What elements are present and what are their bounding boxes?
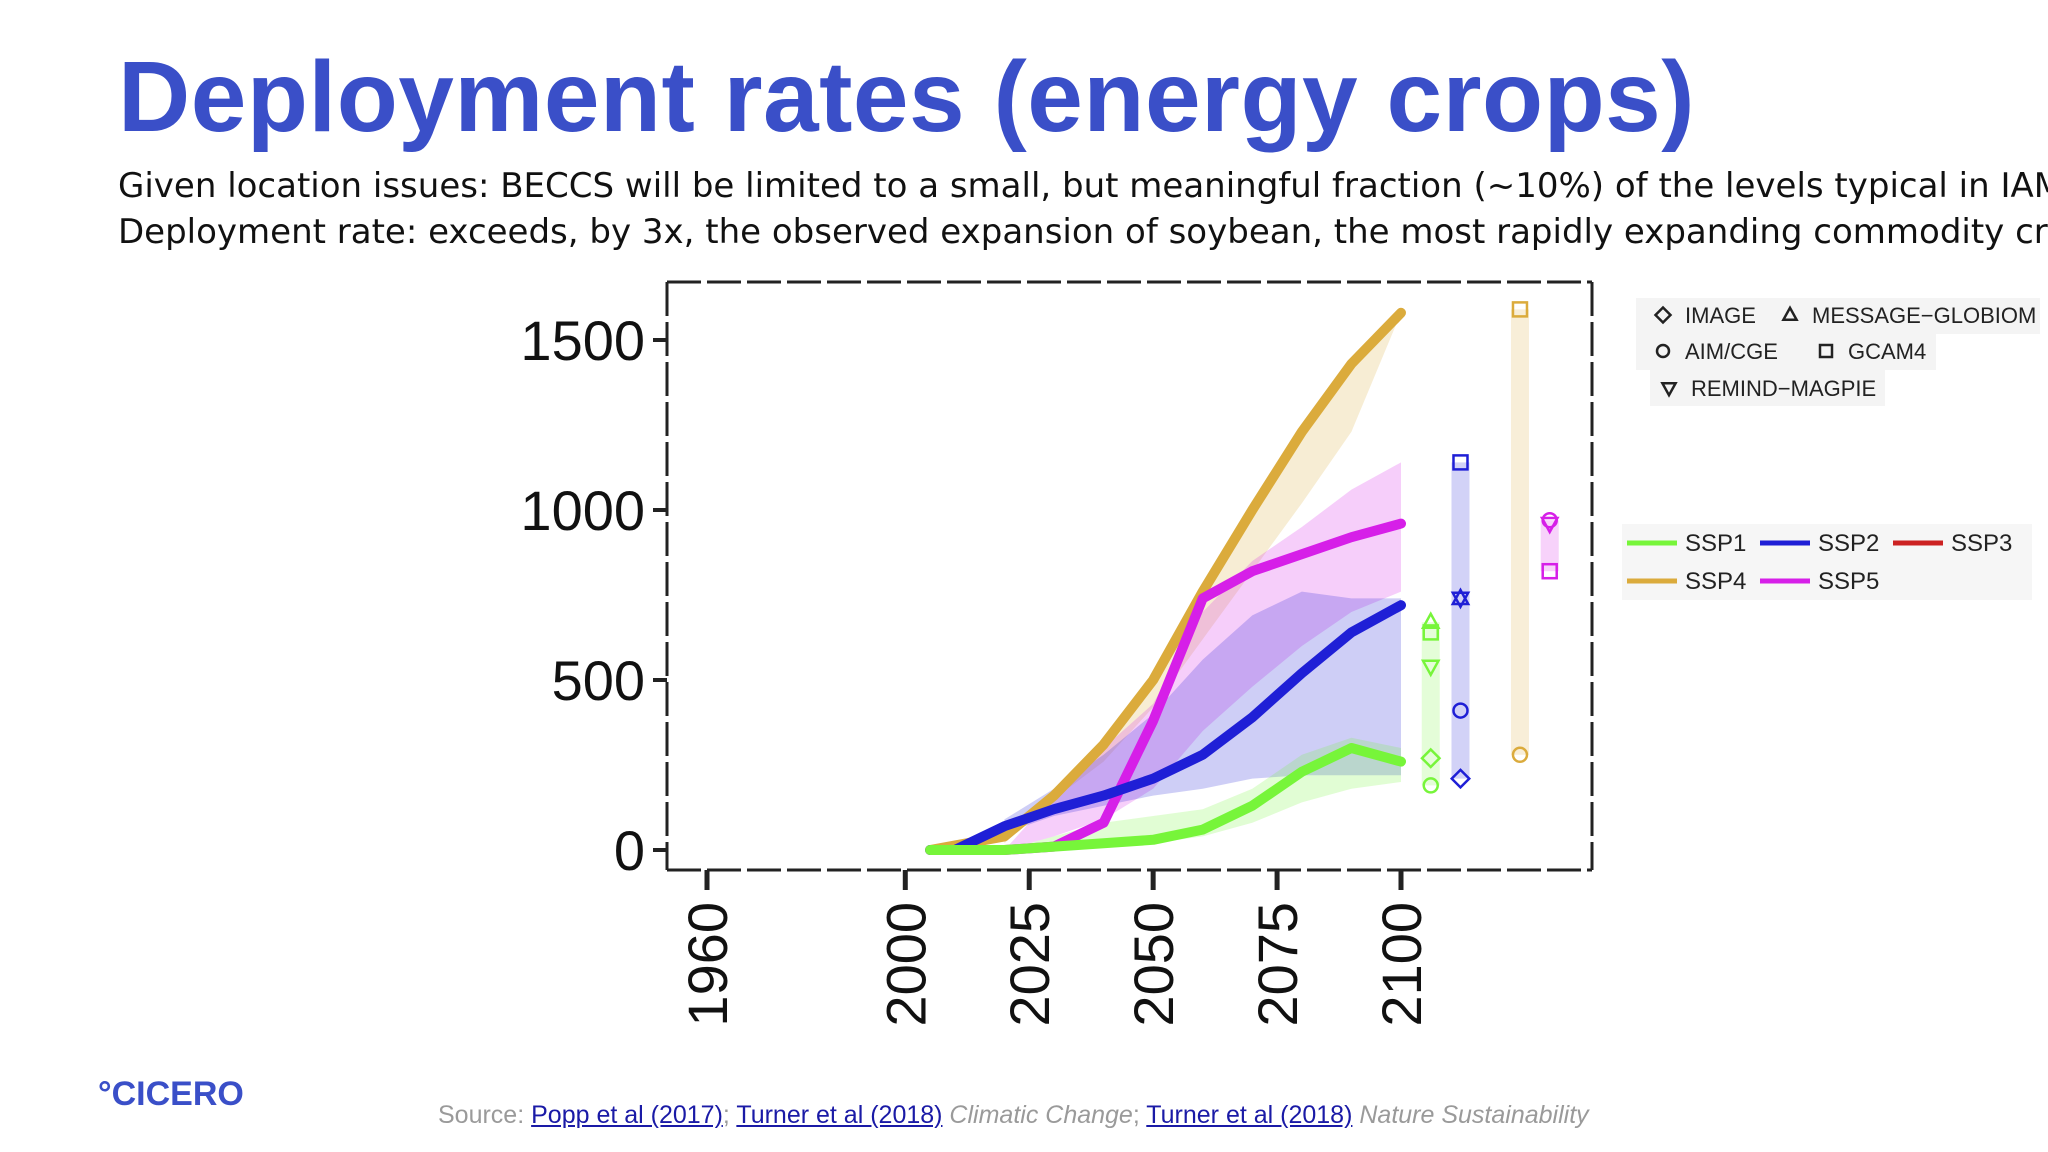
legend-symbol-triangle-down <box>1660 381 1678 398</box>
legend-model-label-circle: AIM/CGE <box>1685 339 1778 364</box>
marker-ssp1-message-globiom <box>1420 611 1441 630</box>
legend-symbol-diamond <box>1653 305 1673 325</box>
y-tick-label-0: 0 <box>614 819 645 882</box>
legend-models-bg-1 <box>1636 298 2040 334</box>
source-sep-2: ; <box>1132 1101 1147 1129</box>
x-tick-label-2100: 2100 <box>1370 902 1433 1027</box>
uncertainty-bands <box>1004 312 1401 850</box>
x-tick-label-2000: 2000 <box>874 902 937 1027</box>
marker-ssp2-remind-magpie <box>1450 591 1471 610</box>
range-2100-ssp4 <box>1510 309 1529 755</box>
legend-symbol-square <box>1818 343 1834 359</box>
line-ssp2 <box>925 600 1406 855</box>
legend-model-label-square: GCAM4 <box>1848 339 1926 364</box>
marker-ssp4-aim-cge <box>1511 746 1529 764</box>
cicero-logo: °CICERO <box>98 1075 244 1113</box>
marker-ssp2-aim-cge <box>1452 702 1469 719</box>
marker-ssp4-gcam4 <box>1511 301 1529 318</box>
band-ssp4 <box>1004 312 1401 844</box>
legend-ssp-label-ssp5: SSP5 <box>1818 568 1879 595</box>
marker-ssp5-gcam4 <box>1541 562 1558 580</box>
legend-model-label-triangle-up: MESSAGE−GLOBIOM <box>1812 303 2036 328</box>
marker-ssp1-image <box>1420 747 1442 769</box>
legend-ssp-bg <box>1622 524 2032 600</box>
range-2100-ssp1 <box>1421 622 1440 786</box>
legend-ssp-label-ssp3: SSP3 <box>1951 530 2012 557</box>
legend-ssp-label-ssp1: SSP1 <box>1685 530 1746 557</box>
legend-model-label-triangle-down: REMIND−MAGPIE <box>1691 376 1876 401</box>
model-markers <box>1420 301 1560 794</box>
band-ssp1 <box>1004 737 1401 850</box>
source-sep-1: ; <box>722 1101 737 1129</box>
legend-ssp-label-ssp4: SSP4 <box>1685 568 1746 595</box>
x-tick-label-2050: 2050 <box>1122 902 1185 1027</box>
chart-axes: 0 500 1000 1500 1960 2000 2025 2050 2075 2100 <box>520 280 1594 1027</box>
range-2100-ssp2 <box>1451 462 1470 779</box>
chart-legend: IMAGE MESSAGE−GLOBIOM AIM/CGE GCAM4 REMIND−M… <box>1622 298 2040 600</box>
x-tick-label-2025: 2025 <box>998 902 1061 1027</box>
x-tick-label-2075: 2075 <box>1246 902 1309 1027</box>
source-line: Source: Popp et al (2017); Turner et al … <box>438 1101 1589 1130</box>
marker-ssp2-message-globiom <box>1450 587 1471 606</box>
marker-ssp5-aim-cge <box>1541 511 1558 529</box>
subtitle-location: Given location issues: BECCS will be lim… <box>118 166 2048 206</box>
y-tick-label-1000: 1000 <box>520 479 645 542</box>
y-tick-label-1500: 1500 <box>520 309 645 372</box>
legend-models-bg-2 <box>1636 334 1936 370</box>
range-2100-ssp5 <box>1540 520 1559 572</box>
subtitle-deployment: Deployment rate: exceeds, by 3x, the obs… <box>118 212 2048 252</box>
source-prefix: Source: <box>438 1101 532 1129</box>
x-tick-label-1960: 1960 <box>676 902 739 1027</box>
turner-2018-link-1[interactable]: Turner et al (2018) <box>736 1101 943 1129</box>
legend-symbol-triangle-up <box>1781 305 1799 322</box>
marker-ssp1-gcam4 <box>1422 624 1439 641</box>
legend-symbol-circle <box>1655 343 1671 359</box>
journal-nature-sustainability: Nature Sustainability <box>1352 1101 1589 1129</box>
y-tick-label-500: 500 <box>552 649 645 712</box>
series-lines <box>925 307 1406 855</box>
marker-ssp1-remind-magpie <box>1420 659 1441 678</box>
popp-2017-link[interactable]: Popp et al (2017) <box>531 1101 723 1129</box>
slide-title: Deployment rates (energy crops) <box>118 41 1696 153</box>
journal-climatic-change: Climatic Change <box>942 1101 1133 1129</box>
marker-ssp2-image <box>1449 768 1472 790</box>
line-ssp1 <box>925 743 1406 855</box>
marker-ssp1-aim-cge <box>1422 777 1439 794</box>
turner-2018-link-2[interactable]: Turner et al (2018) <box>1146 1101 1353 1129</box>
marker-ssp2-gcam4 <box>1452 454 1469 471</box>
legend-models-bg-3 <box>1650 370 1885 406</box>
legend-ssp-label-ssp2: SSP2 <box>1818 530 1879 557</box>
legend-model-label-diamond: IMAGE <box>1685 303 1756 328</box>
